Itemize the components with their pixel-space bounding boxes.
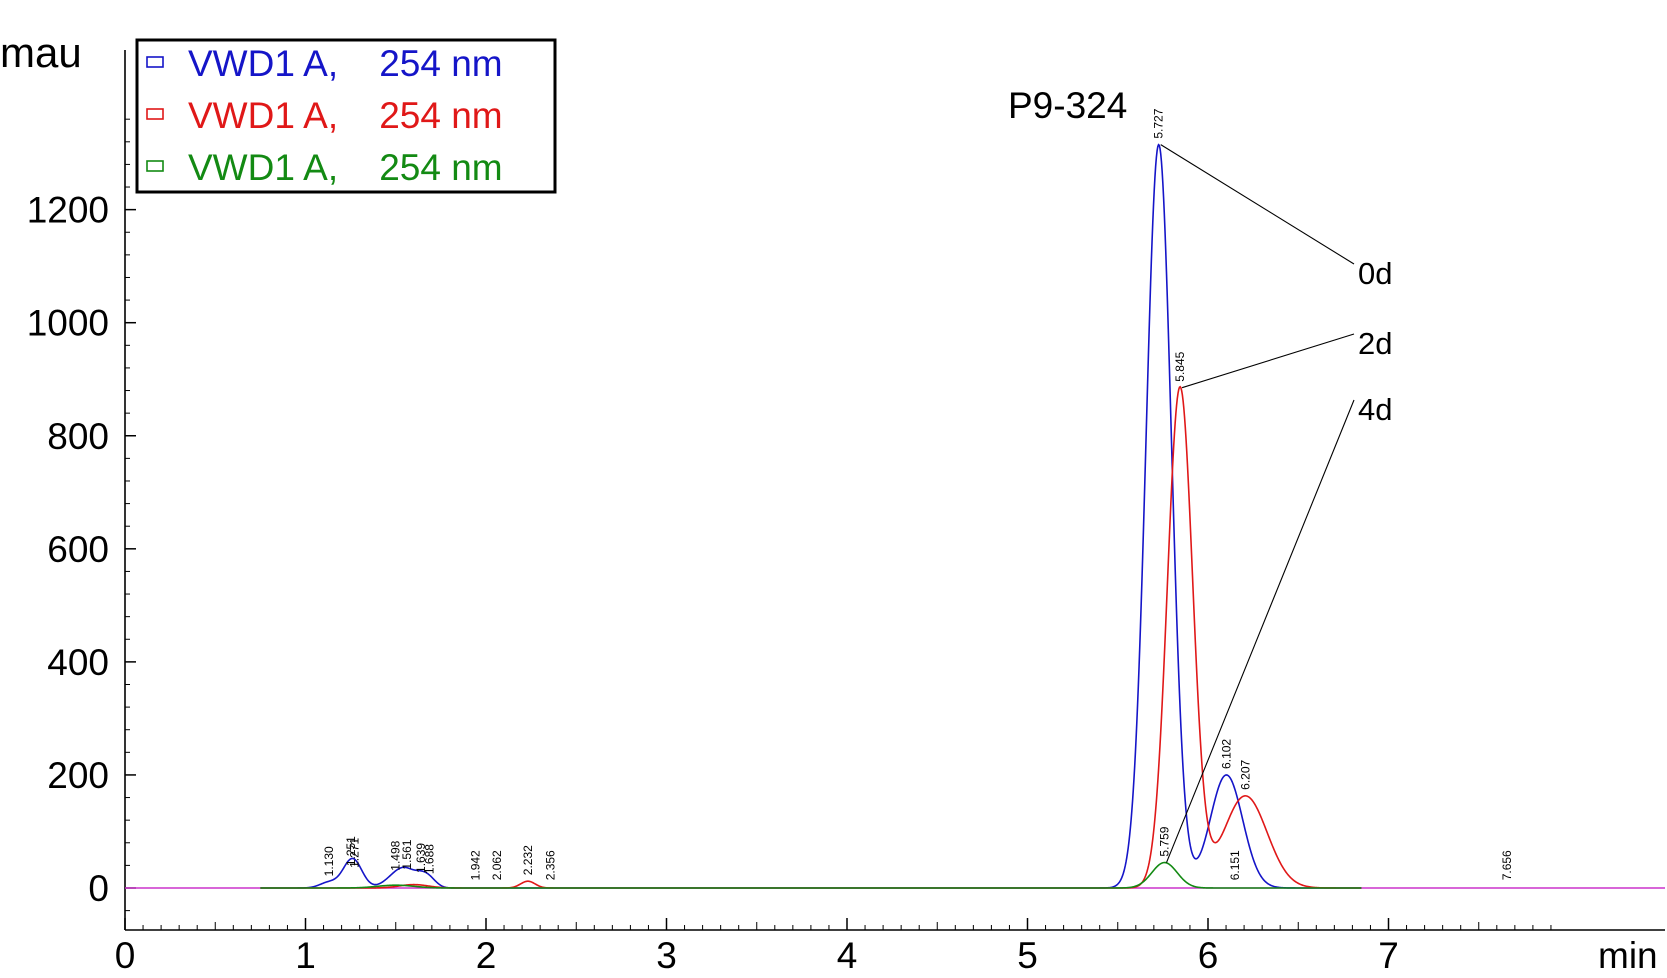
peak-label: 1.942 (469, 850, 483, 880)
y-tick-label: 400 (47, 642, 109, 683)
peak-label: 5.759 (1157, 826, 1171, 856)
legend: VWD1 A, 254 nm VWD1 A, 254 nm VWD1 A, 254 … (135, 38, 557, 194)
x-tick-label: 0 (115, 935, 136, 976)
legend-box (135, 38, 557, 194)
y-tick-label: 1000 (27, 303, 109, 344)
peak-label: 7.656 (1500, 850, 1514, 880)
x-tick-label: 4 (837, 935, 858, 976)
annotation-leader (1181, 333, 1355, 389)
peak-label: 1.271 (347, 838, 361, 868)
legend-entry: VWD1 A, 254 nm (188, 95, 503, 136)
x-tick-label: 1 (295, 935, 316, 976)
annotation-label: 0d (1358, 256, 1392, 291)
series-1-line (260, 385, 1362, 889)
y-axis-label: mau (0, 29, 82, 76)
x-tick-label: 7 (1378, 935, 1399, 976)
peak-label: 1.639 (414, 843, 428, 873)
annotation-leader (1160, 144, 1355, 265)
peak-label: 6.102 (1219, 739, 1233, 769)
traces (125, 143, 1665, 889)
y-tick-label: 200 (47, 755, 109, 796)
series-2-line (260, 861, 1362, 889)
peak-label: 5.727 (1152, 108, 1166, 138)
x-tick-label: 6 (1198, 935, 1219, 976)
y-tick-label: 1200 (27, 190, 109, 231)
annotation-label: 4d (1358, 392, 1392, 427)
peak-label: 2.062 (490, 850, 504, 880)
peak-label: 6.207 (1238, 760, 1252, 790)
y-tick-label: 0 (88, 868, 109, 909)
annotation-leader (1165, 399, 1355, 863)
peak-label: 1.130 (322, 846, 336, 876)
y-tick-label: 800 (47, 416, 109, 457)
peak-label: 1.498 (388, 840, 402, 870)
peak-label: 2.232 (521, 845, 535, 875)
legend-swatch (146, 56, 164, 68)
peak-label: 2.356 (543, 850, 557, 880)
x-tick-label: 5 (1017, 935, 1038, 976)
peak-label: 1.251 (344, 836, 358, 866)
peak-label: 1.561 (400, 839, 414, 869)
annotations: 0d 2d 4d (1160, 144, 1392, 863)
chart-title: P9-324 (1008, 85, 1127, 126)
legend-swatch (146, 160, 164, 172)
series-0-line (260, 143, 1362, 889)
legend-swatch (146, 108, 164, 120)
axes: 0 200 400 600 800 1000 1200 0 1 2 3 4 5 6 7 (27, 50, 1665, 976)
peak-label: 1.688 (423, 844, 437, 874)
x-tick-label: 2 (476, 935, 497, 976)
y-tick-label: 600 (47, 529, 109, 570)
x-tick-label: 3 (656, 935, 677, 976)
legend-entry: VWD1 A, 254 nm (188, 147, 503, 188)
x-axis-label: min (1598, 935, 1658, 976)
legend-entry: VWD1 A, 254 nm (188, 43, 503, 84)
annotation-label: 2d (1358, 326, 1392, 361)
peak-label: 6.151 (1228, 850, 1242, 880)
peak-label: 5.845 (1173, 351, 1187, 381)
